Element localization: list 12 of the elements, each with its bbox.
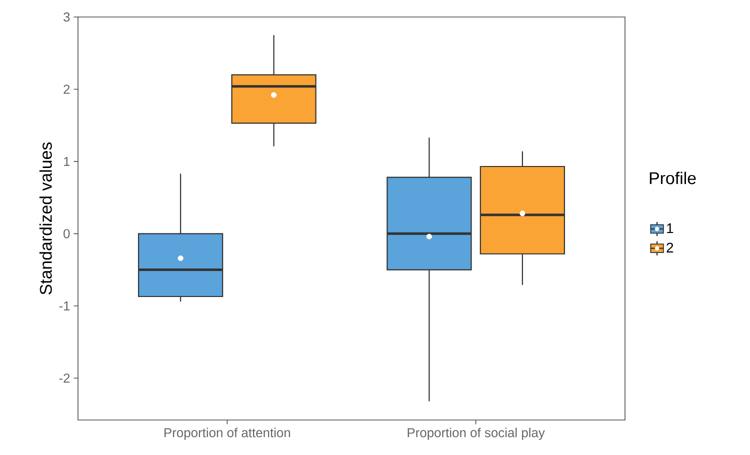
y-tick-label: 3 [64,12,70,22]
legend-title: Profile [650,172,696,184]
y-tick-label: 2 [64,84,70,94]
y-tick-label: 1 [64,156,70,166]
x-tick-label: Proportion of social play [408,428,545,440]
y-axis-title: Standardized values [39,142,52,294]
y-tick-label: -2 [59,374,70,383]
legend-label: 1 [667,223,674,234]
x-tick-label: Proportion of attention [164,428,290,440]
y-tick-label: 0 [64,229,70,238]
y-tick-label: -1 [59,301,70,310]
legend-label: 2 [666,242,674,252]
